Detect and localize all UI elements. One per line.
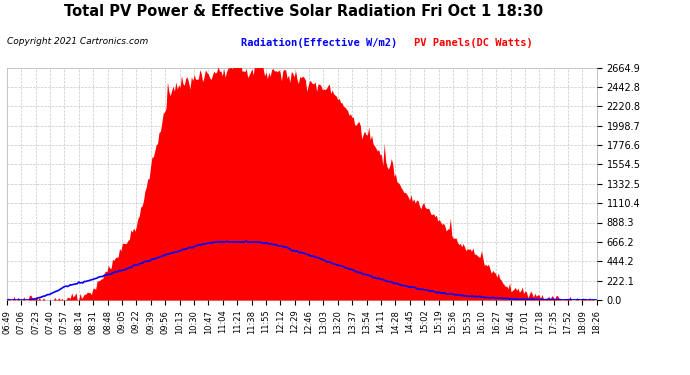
Text: Radiation(Effective W/m2): Radiation(Effective W/m2): [241, 38, 397, 48]
Text: PV Panels(DC Watts): PV Panels(DC Watts): [414, 38, 533, 48]
Text: Total PV Power & Effective Solar Radiation Fri Oct 1 18:30: Total PV Power & Effective Solar Radiati…: [64, 4, 543, 19]
Text: Copyright 2021 Cartronics.com: Copyright 2021 Cartronics.com: [7, 38, 148, 46]
